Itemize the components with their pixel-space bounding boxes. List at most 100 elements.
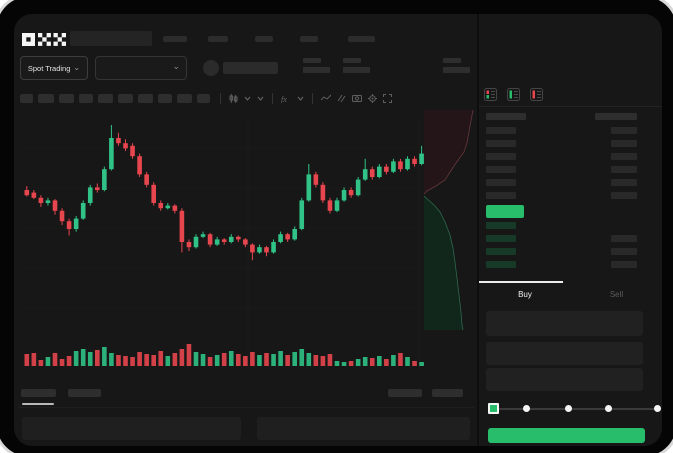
nav-item-placeholder[interactable] [163,36,187,42]
compare-icon[interactable] [337,94,346,103]
ask-row[interactable] [479,192,662,199]
order-input-placeholder[interactable] [486,311,643,336]
bid-price-placeholder [486,222,516,229]
amount-slider-handle[interactable] [488,403,499,414]
orderbook-trade-panel: Buy Sell [477,14,662,446]
bid-amount-placeholder [611,248,637,255]
order-input-placeholder[interactable] [486,342,643,365]
market-type-dropdown[interactable]: Spot Trading ⌄ [20,56,88,80]
ask-amount-placeholder [611,166,637,173]
market-header: Spot Trading ⌄ ⌄ [14,56,662,82]
chevron-down-icon[interactable] [257,96,264,101]
stat-value-placeholder [443,67,470,73]
ask-amount-placeholder [611,127,637,134]
stat-label-placeholder [443,58,461,63]
toolbar-divider [312,92,313,104]
depth-chart [423,109,474,331]
bid-row[interactable] [479,261,662,268]
bid-row[interactable] [479,235,662,242]
ask-row[interactable] [479,166,662,173]
amount-slider-track[interactable] [492,408,658,410]
camera-icon[interactable] [352,94,362,102]
nav-item-placeholder[interactable] [208,36,228,42]
buy-submit-button[interactable] [488,428,645,443]
search-placeholder[interactable] [70,31,152,46]
bid-amount-placeholder [611,235,637,242]
slider-stop-dot[interactable] [605,405,612,412]
candles-icon[interactable] [229,93,238,103]
interval-button-placeholder[interactable] [79,93,93,103]
slider-stop-dot[interactable] [523,405,530,412]
pair-name-placeholder [223,62,278,74]
chart-toolbar: fx [20,88,395,108]
stat-placeholder [343,58,370,73]
slider-stop-dot[interactable] [654,405,661,412]
fullscreen-icon[interactable] [383,93,392,103]
nav-item-placeholder[interactable] [300,36,318,42]
bottom-action-placeholder[interactable] [388,389,422,397]
bottom-tab-placeholder[interactable] [68,389,101,397]
market-type-label: Spot Trading [27,63,71,73]
bid-price-placeholder [486,261,516,268]
nav-item-placeholder[interactable] [255,36,273,42]
book-asks-only-icon[interactable] [530,88,543,106]
ask-price-placeholder [486,166,516,173]
book-bids-only-icon[interactable] [507,88,520,106]
ask-row[interactable] [479,153,662,160]
interval-button-placeholder[interactable] [118,93,133,103]
gear-icon[interactable] [368,93,377,103]
bottom-tab-placeholder[interactable] [21,389,56,397]
bottom-action-placeholder[interactable] [432,389,463,397]
tab-buy[interactable]: Buy [518,289,532,299]
ask-amount-placeholder [611,153,637,160]
ask-row[interactable] [479,179,662,186]
interval-button-placeholder[interactable] [158,93,172,103]
ask-price-placeholder [486,179,516,186]
stat-label-placeholder [343,58,361,63]
candlestick-chart[interactable] [20,109,478,368]
ask-price-placeholder [486,153,516,160]
line-icon[interactable] [321,94,331,102]
ask-row[interactable] [479,140,662,147]
slider-stop-dot[interactable] [565,405,572,412]
svg-text:fx: fx [281,95,287,103]
ask-amount-placeholder [611,140,637,147]
toolbar-divider [220,92,221,104]
pair-selector-dropdown[interactable]: ⌄ [95,56,187,80]
ask-price-placeholder [486,192,516,199]
ask-amount-placeholder [611,192,637,199]
bid-row[interactable] [479,248,662,255]
orderbook-view-switcher [484,88,543,106]
stat-label-placeholder [303,58,321,63]
buy-tab-indicator [479,281,563,283]
stat-placeholder [443,58,470,73]
active-tab-underline [22,403,54,405]
interval-button-placeholder[interactable] [197,93,210,103]
price-header-placeholder [486,113,526,120]
interval-button-placeholder[interactable] [138,93,153,103]
book-combined-icon[interactable] [484,88,497,106]
okx-logo [22,33,66,46]
chevron-down-icon[interactable] [244,96,251,101]
amount-header-placeholder [595,113,637,120]
tab-sell[interactable]: Sell [609,289,624,299]
bid-row[interactable] [479,222,662,229]
nav-item-placeholder[interactable] [348,36,375,42]
bid-price-placeholder [486,235,516,242]
interval-button-placeholder[interactable] [177,93,192,103]
bottom-panel-placeholder [257,417,470,440]
chevron-down-icon: ⌄ [73,63,81,72]
top-nav [14,22,662,50]
ask-price-placeholder [486,127,516,134]
token-icon [203,60,219,76]
order-input-placeholder[interactable] [486,368,643,391]
ask-row[interactable] [479,127,662,134]
interval-button-placeholder[interactable] [98,93,113,103]
chevron-down-icon[interactable] [297,96,304,101]
ask-amount-placeholder [611,179,637,186]
interval-button-placeholder[interactable] [38,93,54,103]
stat-placeholder [303,58,330,73]
interval-button-placeholder[interactable] [20,93,33,103]
interval-button-placeholder[interactable] [59,93,74,103]
indicator-fx-icon[interactable]: fx [281,94,291,103]
